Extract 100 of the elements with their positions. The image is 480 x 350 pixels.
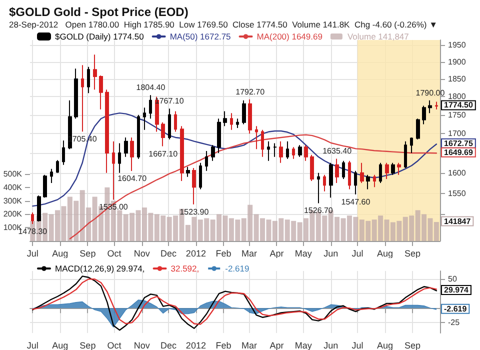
candlestick [304, 144, 308, 162]
x-tick-label: Nov [134, 248, 150, 258]
annotation: 1774.50 [444, 100, 474, 110]
annotation: 1526.70 [304, 206, 334, 216]
annotation: 1804.40 [136, 83, 166, 92]
legend-label: -2.619 [225, 264, 250, 274]
y-tick-label: 1600 [448, 168, 466, 178]
candlestick [435, 101, 438, 110]
annotation: -2.619 [444, 304, 468, 314]
candlestick [124, 136, 128, 158]
candlestick [397, 162, 401, 176]
candlestick [298, 144, 302, 158]
candlestick [130, 136, 134, 172]
candlestick [223, 110, 227, 127]
x-tick-label: Sep [404, 248, 420, 258]
candlestick [230, 112, 233, 130]
candlestick [50, 168, 53, 184]
candlestick [255, 126, 258, 150]
x-tick-label: Aug [52, 248, 68, 258]
candlestick [56, 160, 59, 174]
x-tick-label: Dec [160, 248, 177, 258]
candlestick [180, 126, 184, 182]
y-tick-label: 1700 [448, 129, 466, 138]
candlestick [273, 142, 277, 158]
annotation: 1649.69 [444, 148, 474, 157]
candlestick [292, 146, 295, 160]
candlestick [199, 162, 202, 190]
chart-subtitle: 28-Sep-2012 Open 1780.00 High 1785.90 Low 1769.50 Close 1774.50 Volume 141.8K Chg -4.60 (-0.26%) ▼ [9, 20, 438, 30]
legend-label: 32.592, [170, 264, 200, 274]
candlestick [348, 160, 351, 190]
y2-tick-label: 500K [3, 170, 23, 178]
x-tick-label: Mar [241, 340, 257, 350]
candlestick [149, 94, 152, 120]
x-tick-label: Oct [107, 340, 122, 350]
candlestick [248, 98, 252, 134]
candlestick [379, 162, 382, 184]
candlestick [366, 174, 370, 190]
x-tick-label: 2012 [186, 340, 206, 350]
candlestick [342, 160, 345, 180]
x-tick-label: Jul [352, 340, 364, 350]
candlestick [143, 107, 146, 130]
candlestick [373, 174, 376, 188]
candlestick [385, 162, 389, 180]
x-tick-label: 2012 [186, 248, 206, 258]
y2-tick-label: 400K [3, 182, 23, 192]
line-series [32, 276, 438, 331]
candlestick [105, 89, 109, 174]
x-tick-label: Apr [270, 248, 284, 258]
y-tick-label: 1550 [448, 188, 466, 198]
line-series [32, 278, 438, 325]
y-tick-label: 50 [448, 274, 458, 284]
candlestick [174, 110, 177, 132]
x-tick-label: Apr [270, 340, 284, 350]
candlestick [335, 158, 339, 184]
x-tick-label: Dec [160, 340, 177, 350]
candlestick [74, 68, 78, 120]
candlestick [428, 100, 432, 114]
candlestick [99, 75, 103, 110]
candlestick [279, 140, 283, 164]
annotation: 1672.75 [444, 138, 474, 148]
candlestick [205, 150, 208, 172]
x-tick-label: Mar [241, 248, 257, 258]
candlestick [323, 174, 326, 192]
x-tick-label: Aug [376, 340, 393, 350]
candlestick [87, 66, 90, 94]
annotation: 29.974 [444, 286, 470, 295]
annotation: 1667.10 [148, 149, 178, 158]
x-tick-label: Jun [324, 248, 338, 258]
line-series [69, 134, 438, 240]
x-tick-label: Aug [376, 248, 393, 258]
candlestick [236, 118, 239, 128]
candlestick [360, 162, 364, 184]
legend-label: MACD(12,26,9) 29.974, [55, 264, 145, 274]
annotation: 1792.70 [236, 87, 266, 96]
y-tick-label: 1900 [448, 57, 466, 66]
candlestick [43, 174, 47, 198]
candlestick [192, 168, 196, 205]
x-tick-label: Aug [52, 340, 68, 350]
y-tick-label: -25 [448, 318, 460, 328]
annotation: 1523.90 [180, 207, 210, 216]
legend-label: MA(50) 1672.75 [170, 32, 232, 42]
annotation: 1635.40 [322, 146, 352, 156]
candlestick [391, 162, 395, 176]
candlestick [242, 100, 246, 125]
candlestick [161, 122, 165, 147]
candlestick [416, 118, 420, 140]
chart-title: $GOLD Gold - Spot Price (EOD) [9, 5, 188, 19]
candlestick [354, 170, 357, 195]
candlestick [93, 54, 97, 90]
candlestick [404, 140, 407, 169]
candlestick [410, 136, 413, 154]
x-tick-label: Jul [352, 248, 364, 258]
x-tick-label: Jul [26, 340, 38, 350]
x-tick-label: May [294, 248, 312, 258]
candlestick [186, 166, 190, 178]
candlestick [62, 140, 65, 166]
x-tick-label: Sep [404, 340, 420, 350]
candlestick [267, 140, 270, 162]
x-tick-label: Nov [134, 340, 150, 350]
candlestick [422, 105, 426, 125]
